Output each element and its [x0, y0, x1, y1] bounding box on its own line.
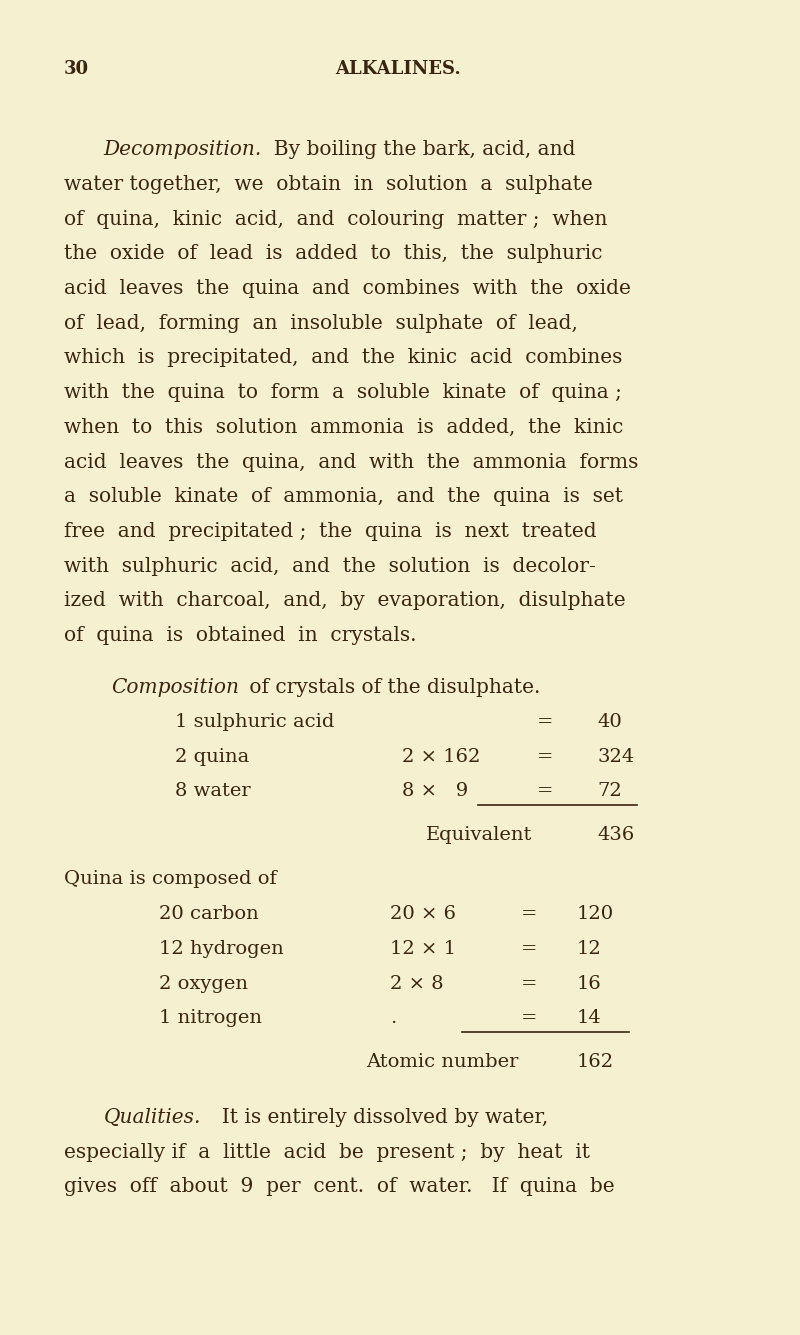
Text: a  soluble  kinate  of  ammonia,  and  the  quina  is  set: a soluble kinate of ammonia, and the qui…	[64, 487, 622, 506]
Text: =: =	[521, 975, 538, 992]
Text: =: =	[537, 748, 554, 765]
Text: =: =	[537, 713, 554, 730]
Text: 30: 30	[64, 60, 89, 77]
Text: Decomposition.: Decomposition.	[103, 140, 262, 159]
Text: 8 ×   9: 8 × 9	[402, 782, 468, 800]
Text: By boiling the bark, acid, and: By boiling the bark, acid, and	[261, 140, 575, 159]
Text: =: =	[521, 940, 538, 957]
Text: when  to  this  solution  ammonia  is  added,  the  kinic: when to this solution ammonia is added, …	[64, 418, 623, 437]
Text: the  oxide  of  lead  is  added  to  this,  the  sulphuric: the oxide of lead is added to this, the …	[64, 244, 602, 263]
Text: 2 quina: 2 quina	[175, 748, 250, 765]
Text: 162: 162	[577, 1053, 614, 1071]
Text: 2 × 162: 2 × 162	[402, 748, 480, 765]
Text: Equivalent: Equivalent	[426, 826, 532, 844]
Text: 120: 120	[577, 905, 614, 922]
Text: It is entirely dissolved by water,: It is entirely dissolved by water,	[209, 1108, 548, 1127]
Text: 1 nitrogen: 1 nitrogen	[159, 1009, 262, 1027]
Text: 2 × 8: 2 × 8	[390, 975, 444, 992]
Text: =: =	[521, 1009, 538, 1027]
Text: of crystals of the disulphate.: of crystals of the disulphate.	[242, 678, 540, 697]
Text: .: .	[390, 1009, 396, 1027]
Text: water together,  we  obtain  in  solution  a  sulphate: water together, we obtain in solution a …	[64, 175, 593, 194]
Text: 14: 14	[577, 1009, 602, 1027]
Text: with  the  quina  to  form  a  soluble  kinate  of  quina ;: with the quina to form a soluble kinate …	[64, 383, 622, 402]
Text: ized  with  charcoal,  and,  by  evaporation,  disulphate: ized with charcoal, and, by evaporation,…	[64, 591, 626, 610]
Text: Composition: Composition	[111, 678, 239, 697]
Text: 12: 12	[577, 940, 602, 957]
Text: ALKALINES.: ALKALINES.	[335, 60, 461, 77]
Text: 8 water: 8 water	[175, 782, 250, 800]
Text: which  is  precipitated,  and  the  kinic  acid  combines: which is precipitated, and the kinic aci…	[64, 348, 622, 367]
Text: gives  off  about  9  per  cent.  of  water.   If  quina  be: gives off about 9 per cent. of water. If…	[64, 1177, 614, 1196]
Text: acid  leaves  the  quina,  and  with  the  ammonia  forms: acid leaves the quina, and with the ammo…	[64, 453, 638, 471]
Text: 12 × 1: 12 × 1	[390, 940, 456, 957]
Text: 2 oxygen: 2 oxygen	[159, 975, 248, 992]
Text: 1 sulphuric acid: 1 sulphuric acid	[175, 713, 334, 730]
Text: especially if  a  little  acid  be  present ;  by  heat  it: especially if a little acid be present ;…	[64, 1143, 590, 1161]
Text: 324: 324	[597, 748, 634, 765]
Text: free  and  precipitated ;  the  quina  is  next  treated: free and precipitated ; the quina is nex…	[64, 522, 596, 541]
Text: Qualities.: Qualities.	[103, 1108, 201, 1127]
Text: Atomic number: Atomic number	[366, 1053, 518, 1071]
Text: 20 carbon: 20 carbon	[159, 905, 259, 922]
Text: 16: 16	[577, 975, 602, 992]
Text: =: =	[521, 905, 538, 922]
Text: 20 × 6: 20 × 6	[390, 905, 456, 922]
Text: =: =	[537, 782, 554, 800]
Text: 436: 436	[597, 826, 634, 844]
Text: of  lead,  forming  an  insoluble  sulphate  of  lead,: of lead, forming an insoluble sulphate o…	[64, 314, 578, 332]
Text: Quina is composed of: Quina is composed of	[64, 870, 277, 888]
Text: of  quina  is  obtained  in  crystals.: of quina is obtained in crystals.	[64, 626, 416, 645]
Text: 72: 72	[597, 782, 622, 800]
Text: acid  leaves  the  quina  and  combines  with  the  oxide: acid leaves the quina and combines with …	[64, 279, 630, 298]
Text: 12 hydrogen: 12 hydrogen	[159, 940, 284, 957]
Text: 40: 40	[597, 713, 622, 730]
Text: of  quina,  kinic  acid,  and  colouring  matter ;  when: of quina, kinic acid, and colouring matt…	[64, 210, 607, 228]
Text: with  sulphuric  acid,  and  the  solution  is  decolor-: with sulphuric acid, and the solution is…	[64, 557, 595, 575]
